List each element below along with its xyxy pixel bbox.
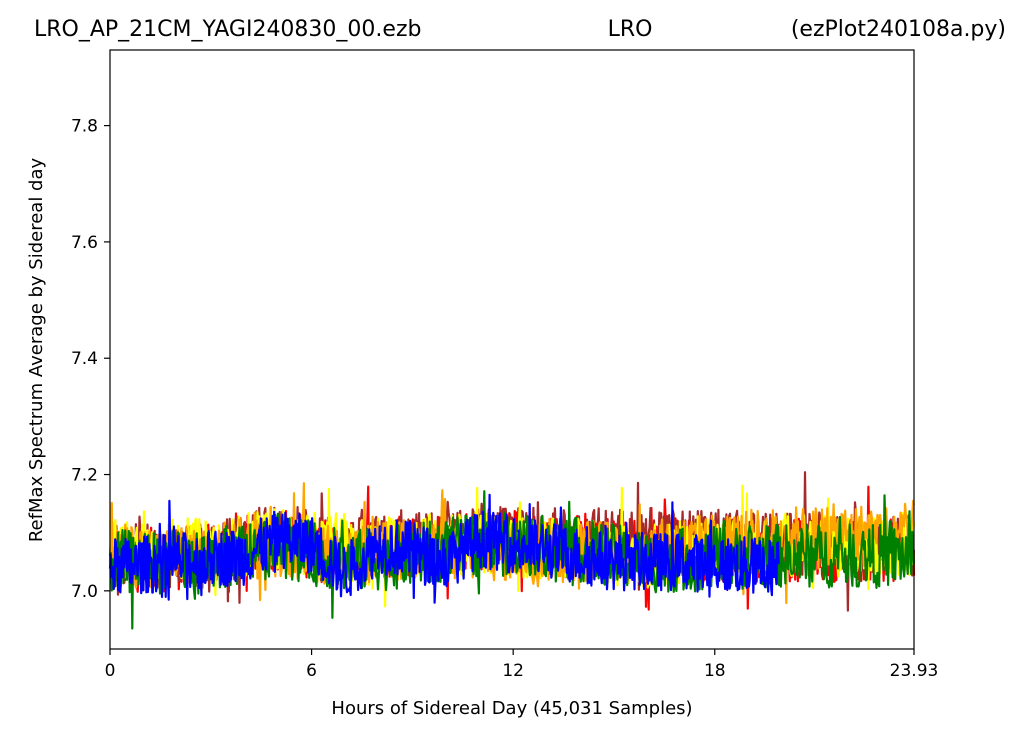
x-axis: 0 6 12 18 23.93 xyxy=(105,649,939,681)
plot-frame xyxy=(109,49,915,650)
series-layer xyxy=(108,471,916,630)
y-tick-label: 7.4 xyxy=(71,349,98,369)
series-line-5 xyxy=(108,493,780,604)
x-axis-label: Hours of Sidereal Day (45,031 Samples) xyxy=(331,698,692,719)
x-tick-label: 6 xyxy=(306,661,317,681)
y-axis-label: RefMax Spectrum Average by Sidereal day xyxy=(26,158,47,543)
y-tick-label: 7.8 xyxy=(71,117,98,137)
y-axis: 7.0 7.2 7.4 7.6 7.8 xyxy=(71,117,110,602)
y-tick-label: 7.0 xyxy=(71,582,98,602)
chart-title-center: LRO xyxy=(608,17,653,42)
y-tick-label: 7.6 xyxy=(71,233,98,253)
chart-title-left: LRO_AP_21CM_YAGI240830_00.ezb xyxy=(34,17,421,42)
y-tick-label: 7.2 xyxy=(71,466,98,486)
x-tick-label: 0 xyxy=(105,661,116,681)
x-tick-label: 23.93 xyxy=(890,661,939,681)
x-tick-label: 18 xyxy=(704,661,726,681)
chart-title-right: (ezPlot240108a.py) xyxy=(791,17,1006,42)
x-tick-label: 12 xyxy=(502,661,524,681)
